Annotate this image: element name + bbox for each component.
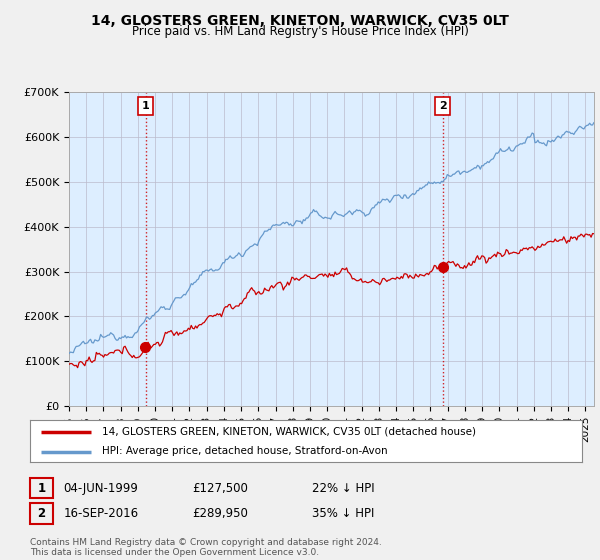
Text: Contains HM Land Registry data © Crown copyright and database right 2024.
This d: Contains HM Land Registry data © Crown c…	[30, 538, 382, 557]
Text: 14, GLOSTERS GREEN, KINETON, WARWICK, CV35 0LT: 14, GLOSTERS GREEN, KINETON, WARWICK, CV…	[91, 14, 509, 28]
Text: £127,500: £127,500	[192, 482, 248, 495]
Text: HPI: Average price, detached house, Stratford-on-Avon: HPI: Average price, detached house, Stra…	[102, 446, 388, 456]
Text: Price paid vs. HM Land Registry's House Price Index (HPI): Price paid vs. HM Land Registry's House …	[131, 25, 469, 38]
Text: 22% ↓ HPI: 22% ↓ HPI	[312, 482, 374, 495]
Text: 2: 2	[439, 101, 446, 111]
Text: £289,950: £289,950	[192, 507, 248, 520]
Text: 2: 2	[37, 507, 46, 520]
Text: 04-JUN-1999: 04-JUN-1999	[64, 482, 139, 495]
Text: 35% ↓ HPI: 35% ↓ HPI	[312, 507, 374, 520]
Text: 1: 1	[37, 482, 46, 495]
Text: 1: 1	[142, 101, 149, 111]
Text: 16-SEP-2016: 16-SEP-2016	[64, 507, 139, 520]
Text: 14, GLOSTERS GREEN, KINETON, WARWICK, CV35 0LT (detached house): 14, GLOSTERS GREEN, KINETON, WARWICK, CV…	[102, 427, 476, 437]
